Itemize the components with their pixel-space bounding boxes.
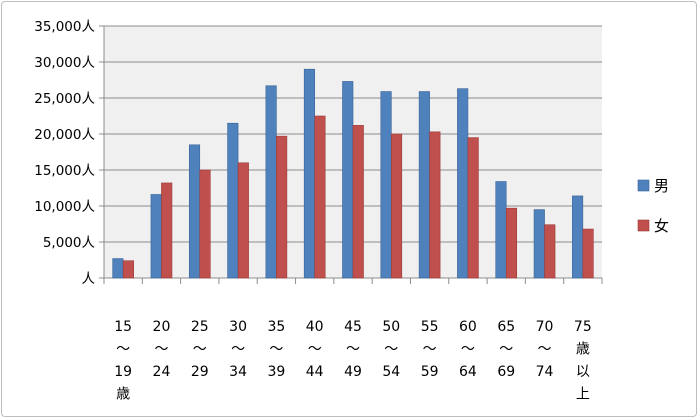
x-tick-label: ～ [231, 342, 245, 358]
x-tick-label: 40 [306, 319, 324, 335]
x-tick-label: 54 [382, 364, 400, 380]
bar-female-10 [505, 207, 518, 279]
y-tick-label: 15,000人 [34, 163, 95, 179]
y-tick-label: 35,000人 [34, 19, 95, 35]
bar-female-1 [161, 182, 173, 279]
x-tick-label: 25 [191, 319, 209, 335]
y-tick-label: 25,000人 [34, 91, 95, 107]
x-tick-label: 29 [191, 364, 209, 380]
x-tick-label: 34 [229, 364, 247, 380]
bar-male-10 [495, 181, 507, 279]
x-tick-label: 35 [267, 319, 285, 335]
bar-male-7 [380, 91, 392, 279]
bar-male-8 [418, 91, 430, 279]
x-tick-label: 75 [574, 319, 592, 335]
x-tick-label: ～ [499, 342, 513, 358]
x-tick-label: 50 [382, 319, 400, 335]
x-tick-label: 15 [114, 319, 132, 335]
x-tick-label: ～ [461, 342, 475, 358]
bar-female-9 [467, 137, 479, 279]
x-tick-label: 69 [497, 364, 515, 380]
bar-male-12 [572, 195, 584, 279]
bar-female-11 [544, 224, 556, 279]
y-tick-label: 5,000人 [43, 235, 96, 251]
bar-male-5 [303, 68, 315, 279]
x-tick-label: 20 [153, 319, 171, 335]
x-tick-label: 以 [576, 364, 590, 380]
x-tick-label: 64 [459, 364, 477, 380]
x-tick-label: 74 [536, 364, 554, 380]
x-tick-label: ～ [308, 342, 322, 358]
x-tick-label: ～ [193, 342, 207, 358]
x-tick-label: 30 [229, 319, 247, 335]
bar-male-6 [342, 81, 354, 279]
bar-male-3 [227, 122, 239, 279]
x-tick-label: 45 [344, 319, 362, 335]
legend-swatch-0 [637, 179, 650, 192]
x-tick-label: 歳 [116, 387, 130, 403]
bar-male-9 [457, 88, 469, 279]
bar-male-2 [188, 144, 201, 279]
bar-male-1 [150, 194, 162, 279]
x-tick-label: 44 [306, 364, 324, 380]
x-tick-label: 24 [153, 364, 171, 380]
x-tick-label: 19 [114, 364, 132, 380]
legend-label-1: 女 [654, 217, 669, 235]
x-tick-label: ～ [538, 342, 552, 358]
bar-female-8 [429, 131, 441, 279]
bar-female-12 [582, 228, 594, 279]
bar-female-2 [199, 169, 211, 279]
x-tick-label: 歳 [576, 342, 590, 358]
x-tick-label: 60 [459, 319, 477, 335]
bar-female-0 [122, 260, 134, 279]
x-tick-label: ～ [346, 342, 360, 358]
x-tick-label: ～ [154, 342, 168, 358]
bar-female-6 [352, 125, 364, 279]
x-tick-label: 65 [497, 319, 515, 335]
x-tick-label: 49 [344, 364, 362, 380]
y-tick-label: 人 [82, 271, 96, 287]
x-tick-label: 59 [421, 364, 439, 380]
legend-swatch-1 [637, 219, 650, 232]
y-tick-label: 10,000人 [34, 199, 95, 215]
bar-female-7 [391, 133, 403, 279]
bar-female-5 [314, 115, 326, 279]
legend-label-0: 男 [654, 177, 669, 195]
x-tick-label: 55 [421, 319, 439, 335]
bar-male-11 [533, 209, 545, 279]
x-tick-label: ～ [116, 342, 130, 358]
x-tick-label: 上 [576, 387, 590, 403]
x-tick-label: ～ [384, 342, 398, 358]
x-tick-label: ～ [269, 342, 283, 358]
x-tick-label: 70 [536, 319, 554, 335]
bar-male-4 [265, 85, 277, 279]
x-tick-label: ～ [423, 342, 437, 358]
y-tick-label: 20,000人 [34, 127, 95, 143]
y-tick-label: 30,000人 [34, 55, 95, 71]
bar-female-3 [237, 162, 249, 279]
bar-female-4 [276, 135, 288, 279]
x-tick-label: 39 [267, 364, 285, 380]
bar-male-0 [112, 258, 124, 279]
